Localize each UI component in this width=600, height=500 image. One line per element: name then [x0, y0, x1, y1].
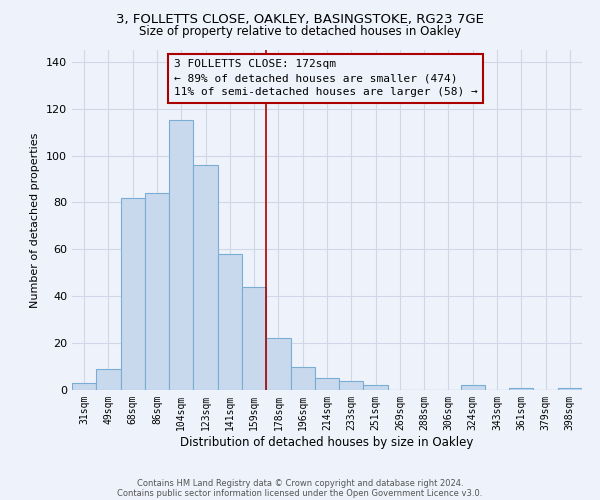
Text: Contains public sector information licensed under the Open Government Licence v3: Contains public sector information licen…	[118, 488, 482, 498]
Bar	[72, 383, 96, 390]
Text: Size of property relative to detached houses in Oakley: Size of property relative to detached ho…	[139, 25, 461, 38]
Bar	[242, 287, 266, 390]
Bar	[193, 165, 218, 390]
Bar	[558, 388, 582, 390]
Text: 3 FOLLETTS CLOSE: 172sqm
← 89% of detached houses are smaller (474)
11% of semi-: 3 FOLLETTS CLOSE: 172sqm ← 89% of detach…	[174, 60, 478, 98]
Y-axis label: Number of detached properties: Number of detached properties	[31, 132, 40, 308]
Bar	[315, 378, 339, 390]
Bar	[145, 193, 169, 390]
Text: Contains HM Land Registry data © Crown copyright and database right 2024.: Contains HM Land Registry data © Crown c…	[137, 478, 463, 488]
Bar	[121, 198, 145, 390]
X-axis label: Distribution of detached houses by size in Oakley: Distribution of detached houses by size …	[181, 436, 473, 448]
Bar	[461, 386, 485, 390]
Bar	[169, 120, 193, 390]
Bar	[509, 388, 533, 390]
Bar	[339, 380, 364, 390]
Bar	[96, 369, 121, 390]
Bar	[266, 338, 290, 390]
Bar	[290, 366, 315, 390]
Bar	[218, 254, 242, 390]
Bar	[364, 386, 388, 390]
Text: 3, FOLLETTS CLOSE, OAKLEY, BASINGSTOKE, RG23 7GE: 3, FOLLETTS CLOSE, OAKLEY, BASINGSTOKE, …	[116, 12, 484, 26]
